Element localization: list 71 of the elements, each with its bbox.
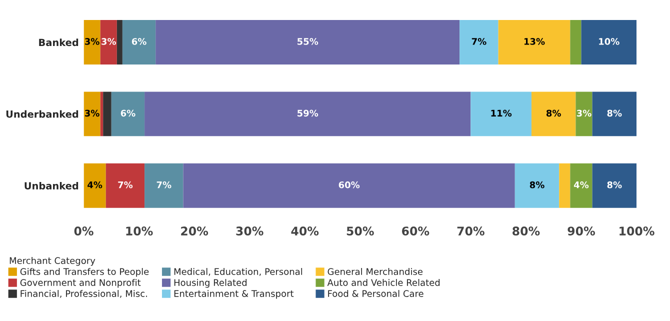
- bar: [144, 92, 471, 136]
- bar: [84, 92, 100, 136]
- data-label: 13%: [524, 38, 545, 45]
- data-label: 3%: [84, 110, 100, 117]
- bar: [498, 20, 570, 64]
- x-tick-label: 80%: [512, 226, 540, 236]
- legend-title: Merchant Category: [10, 257, 96, 266]
- data-label: 59%: [298, 110, 318, 117]
- legend-label: General Merchandise: [328, 268, 423, 275]
- y-tick-label: Banked: [39, 38, 78, 46]
- y-tick-label: Unbanked: [24, 182, 78, 190]
- legend-label: Housing Related: [174, 279, 247, 288]
- data-label: 3%: [576, 110, 592, 117]
- bar: [576, 92, 592, 136]
- bar: [111, 92, 145, 136]
- bar: [460, 20, 498, 64]
- bar: [592, 92, 636, 136]
- data-label: 3%: [102, 38, 116, 45]
- data-label: 8%: [607, 110, 622, 117]
- bar: [84, 163, 106, 208]
- data-label: 6%: [132, 38, 146, 45]
- data-label: 8%: [607, 181, 622, 188]
- legend-label: Entertainment & Transport: [174, 290, 294, 299]
- data-label: 3%: [84, 38, 100, 45]
- data-label: 7%: [472, 38, 486, 45]
- data-label: 4%: [88, 181, 102, 188]
- x-tick-label: 50%: [346, 226, 374, 236]
- x-tick-label: 70%: [457, 226, 484, 236]
- bar: [581, 20, 636, 64]
- bar: [103, 92, 112, 136]
- bar: [470, 92, 532, 136]
- bar: [116, 20, 122, 64]
- data-label: 10%: [599, 38, 620, 45]
- x-tick-label: 60%: [402, 226, 430, 236]
- data-label: 4%: [574, 181, 589, 188]
- data-label: 11%: [491, 110, 512, 117]
- bar: [144, 163, 184, 208]
- bar: [84, 20, 100, 64]
- x-tick-label: 30%: [236, 226, 264, 236]
- x-tick-label: 40%: [291, 226, 319, 236]
- bar: [592, 163, 636, 208]
- bar: [156, 20, 460, 64]
- legend-label: Financial, Professional, Misc.: [20, 290, 147, 298]
- legend-label: Gifts and Transfers to People: [20, 268, 149, 277]
- bar: [570, 20, 582, 64]
- bar: [559, 163, 570, 208]
- legend-label: Government and Nonprofit: [20, 279, 141, 288]
- data-label: 8%: [530, 181, 544, 188]
- bar: [122, 20, 156, 64]
- x-tick-label: 90%: [568, 226, 595, 236]
- x-tick-label: 100%: [620, 226, 654, 236]
- bar: [514, 163, 560, 208]
- bar: [183, 163, 515, 208]
- bar: [570, 163, 592, 208]
- x-tick-label: 20%: [181, 226, 208, 236]
- legend-label: Food & Personal Care: [328, 290, 424, 297]
- data-label: 8%: [546, 110, 561, 117]
- data-label: 60%: [338, 181, 360, 188]
- legend-label: Medical, Education, Personal: [174, 268, 302, 276]
- bar: [100, 20, 117, 64]
- bar: [531, 92, 576, 136]
- data-label: 7%: [118, 181, 133, 188]
- y-tick-label: Underbanked: [6, 110, 78, 118]
- bar: [100, 92, 104, 136]
- bar: [106, 163, 145, 208]
- data-label: 6%: [120, 110, 136, 117]
- legend-label: Auto and Vehicle Related: [327, 279, 440, 286]
- x-tick-label: 0%: [74, 226, 94, 236]
- data-label: 55%: [298, 38, 318, 45]
- x-tick-label: 10%: [126, 226, 153, 236]
- data-label: 7%: [156, 181, 172, 188]
